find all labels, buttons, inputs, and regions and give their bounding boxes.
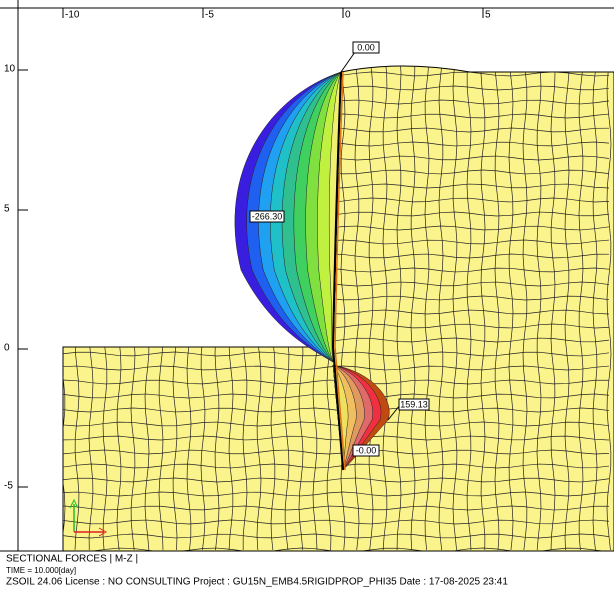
- viewport: -10-5051050-5 0.00 -266.30 159.13 -0.00 …: [0, 0, 614, 590]
- footer-title: SECTIONAL FORCES | M-Z |: [6, 554, 138, 565]
- footer-info: ZSOIL 24.06 License : NO CONSULTING Proj…: [6, 577, 508, 588]
- y-tick-label: 5: [4, 204, 10, 215]
- x-tick-label: 0: [345, 10, 351, 21]
- annotation: -266.30: [252, 211, 283, 221]
- y-tick-label: -5: [4, 481, 13, 492]
- y-tick-label: 0: [4, 343, 10, 354]
- x-tick-label: -5: [205, 10, 214, 21]
- x-tick-label: -10: [65, 10, 80, 21]
- y-tick-label: 10: [4, 64, 16, 75]
- x-tick-label: 5: [485, 10, 491, 21]
- annotation: 0.00: [357, 42, 375, 52]
- annotation: 159.13: [400, 399, 428, 409]
- footer-time: TIME = 10.000[day]: [6, 566, 76, 575]
- annotation: -0.00: [356, 445, 377, 455]
